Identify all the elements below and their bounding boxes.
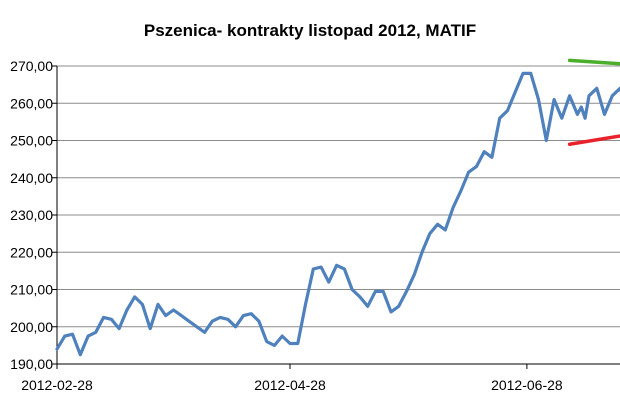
y-tick-label-5: 240,00: [10, 170, 53, 186]
plot-area: [55, 58, 620, 357]
y-tick-label-1: 200,00: [10, 319, 53, 335]
chart-title: Pszenica- kontrakty listopad 2012, MATIF: [144, 21, 476, 40]
y-tick-label-8: 270,00: [10, 58, 53, 74]
trendline-1: [567, 134, 620, 146]
x-tick-label-0: 2012-02-28: [21, 377, 93, 393]
series-line-0: [55, 71, 620, 357]
gridlines: [57, 65, 620, 365]
y-tick-label-4: 230,00: [10, 207, 53, 223]
x-tick-label-2: 2012-06-28: [491, 377, 563, 393]
y-tick-label-0: 190,00: [10, 356, 53, 372]
y-tick-label-2: 210,00: [10, 282, 53, 298]
x-tick-label-1: 2012-04-28: [254, 377, 326, 393]
trendline-0: [567, 58, 620, 66]
y-tick-label-7: 260,00: [10, 95, 53, 111]
y-axis: 190,00 200,00 210,00 220,00 230,00 240,00 250,…: [10, 58, 58, 372]
y-tick-label-3: 220,00: [10, 244, 53, 260]
y-tick-label-6: 250,00: [10, 133, 53, 149]
